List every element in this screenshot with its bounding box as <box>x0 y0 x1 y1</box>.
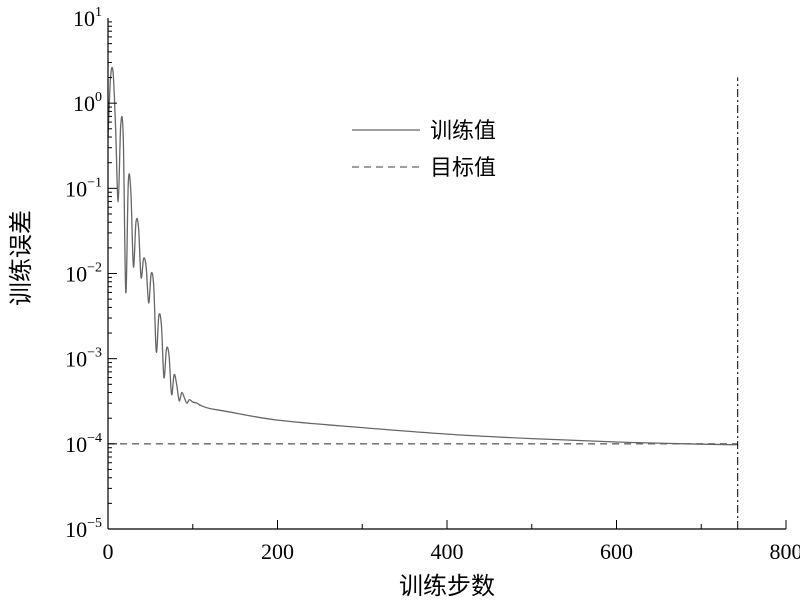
y-tick-label: 100 <box>73 90 102 116</box>
x-tick-label: 200 <box>261 539 294 564</box>
legend-label-training: 训练值 <box>430 119 496 144</box>
y-axis-title: 训练误差 <box>7 210 35 306</box>
x-tick-label: 800 <box>770 539 800 564</box>
series-line-training <box>107 66 738 446</box>
x-tick-label: 400 <box>431 539 464 564</box>
x-tick-label: 600 <box>600 539 633 564</box>
y-tick-label: 101 <box>73 5 102 31</box>
y-tick-label: 10−5 <box>65 516 102 542</box>
y-tick-label: 10−3 <box>65 346 102 372</box>
legend: 训练值 目标值 <box>352 119 496 181</box>
y-ticks: 10−5 10−4 10−3 10−2 10−1 100 101 <box>65 5 117 542</box>
plot-area <box>107 66 739 529</box>
x-axis-title: 训练步数 <box>399 572 495 600</box>
legend-label-target: 目标值 <box>430 156 496 181</box>
x-ticks: 0 200 400 600 800 <box>103 520 800 564</box>
y-tick-label: 10−2 <box>65 261 102 287</box>
y-tick-label: 10−1 <box>65 175 102 201</box>
x-tick-label: 0 <box>103 539 114 564</box>
y-tick-label: 10−4 <box>65 431 102 457</box>
